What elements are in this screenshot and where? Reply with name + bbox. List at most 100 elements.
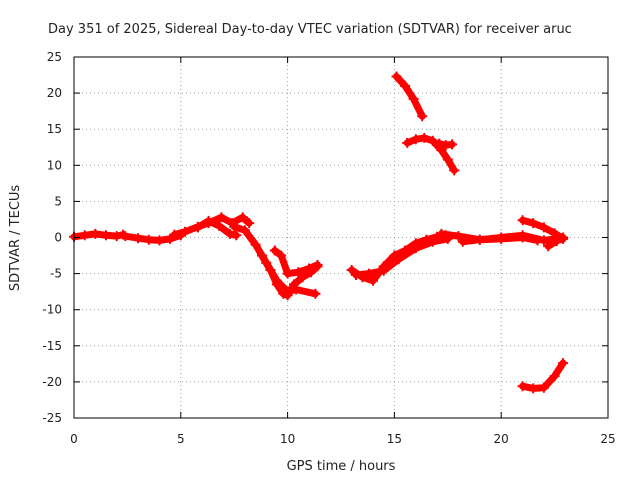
data-point bbox=[449, 165, 460, 176]
series-arc-17 bbox=[517, 358, 569, 394]
data-point bbox=[257, 250, 267, 261]
series-arc-13 bbox=[543, 232, 569, 252]
y-axis-title: SDTVAR / TECUs bbox=[8, 185, 23, 292]
data-point bbox=[276, 250, 287, 261]
data-point bbox=[427, 135, 438, 146]
data-point bbox=[528, 218, 539, 229]
data-point bbox=[154, 235, 165, 246]
data-point bbox=[517, 230, 528, 241]
data-point bbox=[549, 228, 560, 239]
x-tick-label: 15 bbox=[387, 432, 402, 446]
data-point bbox=[244, 218, 255, 229]
data-point bbox=[304, 263, 314, 274]
y-tick-label: -25 bbox=[42, 411, 62, 425]
data-point bbox=[496, 232, 507, 243]
data-point bbox=[517, 215, 528, 226]
data-point bbox=[442, 154, 453, 165]
series-arc-1 bbox=[69, 228, 129, 242]
data-point bbox=[169, 229, 180, 240]
data-point bbox=[214, 220, 225, 231]
data-point bbox=[180, 226, 191, 237]
data-point bbox=[447, 139, 458, 150]
data-point bbox=[282, 268, 293, 279]
data-point bbox=[538, 222, 549, 233]
data-point bbox=[551, 236, 562, 247]
data-point bbox=[203, 215, 214, 226]
data-point bbox=[79, 230, 90, 241]
data-point bbox=[293, 267, 304, 278]
data-point bbox=[250, 239, 261, 250]
data-point bbox=[133, 233, 144, 244]
data-point bbox=[120, 231, 131, 242]
chart-title: Day 351 of 2025, Sidereal Day-to-day VTE… bbox=[48, 22, 572, 37]
data-point bbox=[265, 265, 276, 275]
data-point bbox=[111, 231, 122, 242]
y-tick-label: 10 bbox=[47, 158, 62, 172]
data-point bbox=[90, 228, 101, 239]
data-point bbox=[393, 254, 404, 265]
data-point bbox=[368, 275, 378, 286]
series-arc-2 bbox=[120, 230, 186, 246]
grid-layer bbox=[74, 57, 608, 418]
y-tick-label: -15 bbox=[42, 339, 62, 353]
data-point bbox=[310, 288, 321, 299]
data-point bbox=[351, 270, 361, 280]
data-point bbox=[419, 132, 430, 143]
series-arc-15 bbox=[402, 132, 460, 176]
data-point bbox=[363, 268, 374, 279]
data-point bbox=[543, 241, 554, 252]
series-trace bbox=[348, 231, 450, 285]
x-tick-label: 10 bbox=[280, 432, 295, 446]
data-point bbox=[474, 234, 485, 245]
data-point bbox=[143, 234, 154, 245]
series-layer bbox=[69, 71, 569, 394]
data-point bbox=[101, 230, 111, 241]
data-point bbox=[312, 259, 323, 270]
tick-labels-layer: 0 5 10 15 20 25 25 20 15 10 5 0 -5 -10 -15 -20 -25 bbox=[42, 50, 615, 446]
data-point bbox=[192, 222, 203, 233]
data-point bbox=[216, 212, 227, 223]
data-point bbox=[417, 111, 428, 122]
data-point bbox=[402, 137, 413, 148]
series-trace bbox=[393, 73, 426, 120]
y-tick-label: 25 bbox=[47, 50, 62, 64]
data-point bbox=[457, 236, 468, 247]
x-axis-title: GPS time / hours bbox=[287, 459, 396, 474]
series-arc-7 bbox=[269, 245, 323, 279]
data-point bbox=[378, 265, 389, 276]
series-arc-14 bbox=[391, 71, 428, 122]
x-tick-label: 0 bbox=[70, 432, 78, 446]
data-point bbox=[528, 383, 539, 394]
y-tick-label: 0 bbox=[54, 231, 62, 245]
x-tick-label: 20 bbox=[494, 432, 509, 446]
data-point bbox=[434, 138, 445, 149]
data-point bbox=[517, 381, 528, 392]
data-point bbox=[269, 245, 280, 256]
y-tick-label: -10 bbox=[42, 303, 62, 317]
y-tick-label: -5 bbox=[50, 267, 62, 281]
series-arc-4 bbox=[192, 215, 242, 241]
series-arc-16 bbox=[434, 138, 458, 151]
y-tick-label: 15 bbox=[47, 122, 62, 136]
data-point bbox=[239, 225, 250, 236]
data-point bbox=[391, 71, 402, 82]
data-point bbox=[229, 221, 240, 232]
series-arc-9 bbox=[351, 233, 453, 280]
data-point bbox=[436, 228, 447, 239]
y-tick-label: 20 bbox=[47, 86, 62, 100]
data-point bbox=[558, 358, 569, 369]
data-point bbox=[410, 243, 421, 254]
data-point bbox=[289, 279, 299, 290]
ticks-layer bbox=[73, 56, 609, 419]
data-point bbox=[538, 382, 549, 393]
x-tick-label: 25 bbox=[600, 432, 615, 446]
data-point bbox=[237, 212, 248, 223]
data-point bbox=[231, 230, 242, 241]
data-point bbox=[549, 371, 560, 382]
data-point bbox=[408, 93, 419, 104]
data-point bbox=[427, 236, 438, 247]
y-tick-label: 5 bbox=[54, 194, 62, 208]
data-point bbox=[453, 231, 464, 242]
y-tick-label: -20 bbox=[42, 375, 62, 389]
